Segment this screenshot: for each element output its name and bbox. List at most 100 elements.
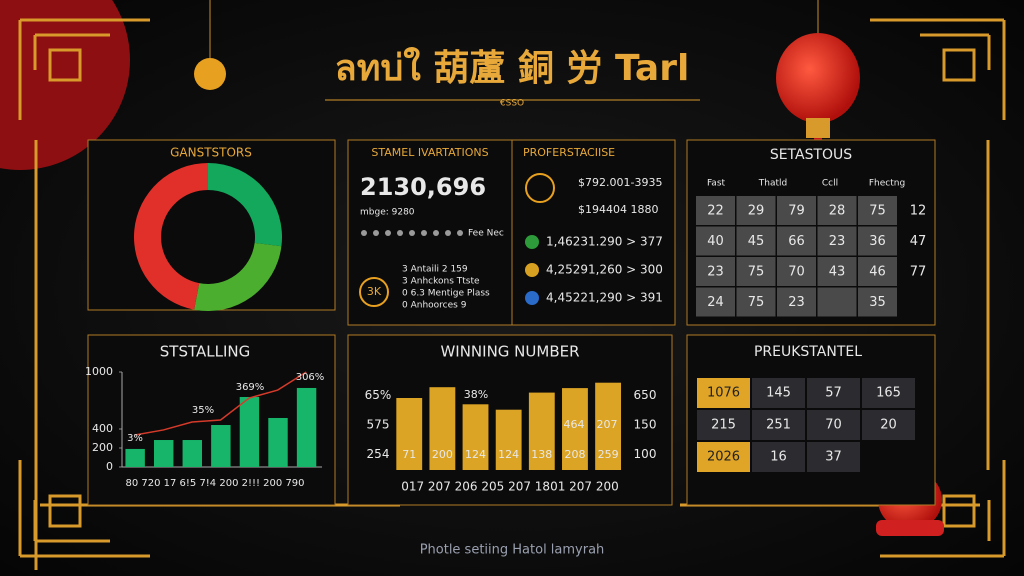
label: 0 6.3 Mentige Plass (402, 289, 490, 299)
label: 575 (367, 418, 390, 432)
bar (528, 392, 555, 470)
lantern-base (876, 520, 944, 536)
label: 2130,696 (360, 173, 486, 201)
label: 145 (766, 386, 791, 401)
label: 124 (498, 448, 519, 461)
label: 46 (869, 265, 886, 280)
cell (807, 378, 860, 408)
label: 150 (634, 418, 657, 432)
label: 138 (531, 448, 552, 461)
label: $792.001-3935 (578, 176, 662, 189)
label: 306% (296, 372, 325, 383)
label: 35 (869, 295, 886, 310)
label: GANSTSTORS (170, 146, 252, 160)
cell (862, 378, 915, 408)
cell (817, 287, 857, 317)
label: 77 (910, 265, 927, 280)
label: 369% (236, 382, 265, 393)
cell (697, 378, 750, 408)
label: 75 (748, 295, 765, 310)
label: 57 (825, 386, 842, 401)
label: 2026 (707, 450, 740, 465)
label: 75 (748, 265, 765, 280)
cell (752, 378, 805, 408)
cell (736, 226, 776, 256)
label: 400 (92, 422, 113, 435)
label: 47 (910, 234, 927, 249)
label: Fast (707, 179, 726, 189)
label: 45 (748, 234, 765, 249)
cell (862, 410, 915, 440)
label: $194404 1880 (578, 203, 658, 216)
label: PROFERSTACIISE (523, 146, 615, 159)
dots (361, 230, 463, 236)
cell (807, 410, 860, 440)
cell (697, 410, 750, 440)
cell (858, 196, 897, 225)
label: Ccll (822, 179, 838, 189)
label: Fee Nec (468, 229, 504, 239)
label: 70 (825, 418, 842, 433)
label: Fhectng (869, 179, 905, 189)
label: 4,25291,260 > 300 (546, 263, 663, 277)
cell (777, 226, 816, 256)
label: 23 (829, 234, 846, 249)
bar (154, 440, 174, 467)
label: 1,46231.290 > 377 (546, 235, 663, 249)
label: 65% (365, 388, 392, 402)
label: 29 (748, 204, 765, 219)
label: 20 (880, 418, 897, 433)
label: 3 Antaili 2 159 (402, 265, 468, 275)
badge-ring (359, 277, 389, 307)
label: 43 (829, 265, 846, 280)
bar (562, 388, 588, 470)
label: 3 Anhckons Ttste (402, 277, 480, 287)
label: 38% (464, 388, 488, 401)
bar (396, 398, 423, 470)
label: 66 (788, 234, 805, 249)
label: 75 (869, 204, 886, 219)
cell (858, 226, 897, 256)
cell (817, 226, 857, 256)
red-circle (0, 0, 130, 170)
label: 259 (598, 448, 619, 461)
label: 24 (707, 295, 724, 310)
label: 208 (564, 448, 585, 461)
bar (595, 382, 622, 470)
donut-slice (194, 242, 282, 312)
icon (525, 235, 539, 249)
cell (752, 410, 805, 440)
bar (182, 440, 202, 467)
label: 464 (564, 418, 585, 431)
subtitle: €SSO (500, 99, 524, 109)
label: SETASTOUS (770, 147, 852, 163)
label: STSTALLING (160, 343, 250, 361)
label: 0 Anhoorces 9 (402, 301, 467, 311)
cell (777, 257, 816, 286)
ornament (194, 58, 226, 90)
bar (239, 396, 260, 467)
label: 1000 (85, 365, 113, 378)
label: 215 (711, 418, 736, 433)
cell (696, 287, 735, 317)
bar (462, 404, 489, 470)
cell (696, 257, 735, 286)
label: 100 (634, 447, 657, 461)
label: 254 (367, 447, 390, 461)
icon (525, 263, 539, 277)
cell (777, 196, 816, 225)
label: Thatld (758, 179, 787, 189)
bar (429, 387, 456, 470)
label: 37 (825, 450, 842, 465)
title: ลทบ่ใ 葫蘆 銅 労 Tarl (335, 46, 690, 89)
label: 40 (707, 234, 724, 249)
donut-slice (208, 163, 282, 247)
label: 200 (432, 448, 453, 461)
label: 207 (597, 418, 618, 431)
cell (817, 196, 857, 225)
cell (697, 442, 750, 472)
label: mbge: 9280 (360, 208, 415, 218)
label: PREUKSTANTEL (754, 344, 862, 360)
cell (696, 196, 735, 225)
